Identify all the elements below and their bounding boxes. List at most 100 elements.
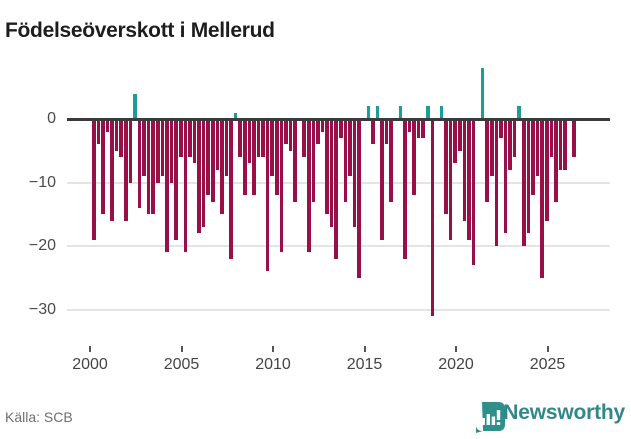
negative-bar — [275, 117, 279, 196]
negative-bar — [416, 117, 421, 139]
negative-bar — [357, 117, 361, 278]
negative-bar — [210, 117, 215, 202]
negative-bar — [412, 117, 416, 196]
negative-bar — [128, 117, 133, 183]
negative-bar — [206, 117, 210, 196]
negative-bar — [224, 117, 229, 177]
negative-bar — [526, 117, 531, 234]
positive-bar — [517, 106, 522, 121]
x-axis-tick-label: 2010 — [255, 356, 291, 373]
negative-bar — [105, 117, 110, 132]
x-axis-tick — [180, 346, 183, 352]
negative-bar — [430, 117, 435, 316]
negative-bar — [265, 117, 270, 272]
negative-bar — [458, 117, 462, 151]
negative-bar — [471, 117, 476, 266]
x-axis-tick — [89, 346, 91, 352]
negative-bar — [448, 117, 453, 240]
positive-bar — [425, 106, 430, 121]
x-axis-tick-label: 2005 — [163, 356, 200, 373]
page-title: Födelseöverskott i Mellerud — [5, 19, 275, 43]
negative-bar — [156, 117, 160, 183]
y-axis-tick-label: −30 — [28, 300, 56, 318]
negative-bar — [261, 117, 265, 158]
negative-bar — [151, 117, 156, 215]
newsworthy-wordmark: Newsworthy — [503, 401, 625, 424]
negative-bar — [453, 117, 458, 164]
x-axis-tick — [546, 346, 549, 352]
negative-bar — [247, 117, 252, 164]
negative-bar — [512, 117, 517, 158]
negative-bar — [554, 117, 558, 202]
negative-bar — [444, 117, 448, 215]
negative-bar — [178, 117, 183, 158]
negative-bar — [499, 117, 503, 139]
negative-bar — [165, 117, 169, 253]
positive-bar — [375, 106, 380, 121]
negative-bar — [407, 117, 412, 132]
negative-bar — [352, 117, 357, 227]
negative-bar — [485, 117, 490, 202]
negative-bar — [544, 117, 549, 221]
negative-bar — [320, 117, 325, 132]
negative-bar — [403, 117, 407, 259]
positive-bar — [133, 93, 137, 121]
negative-bar — [92, 117, 96, 240]
negative-bar — [540, 117, 544, 278]
negative-bar — [307, 117, 311, 253]
negative-bar — [503, 117, 508, 234]
negative-bar — [110, 117, 114, 221]
negative-bar — [494, 117, 499, 246]
negative-bar — [137, 117, 142, 208]
y-axis-tick-label: −20 — [28, 237, 56, 254]
x-axis-tick-label: 2020 — [438, 356, 474, 373]
negative-bar — [316, 117, 320, 145]
negative-bar — [284, 117, 288, 145]
negative-bar — [124, 117, 128, 221]
negative-bar — [256, 117, 261, 158]
negative-bar — [252, 117, 256, 196]
negative-bar — [293, 117, 297, 202]
negative-bar — [531, 117, 535, 196]
negative-bar — [462, 117, 467, 221]
negative-bar — [348, 117, 352, 177]
negative-bar — [558, 117, 563, 170]
newsworthy-chart-bubble-icon — [476, 402, 505, 433]
positive-bar — [398, 106, 403, 121]
positive-bar — [480, 68, 485, 121]
gridline — [67, 181, 610, 184]
negative-bar — [229, 117, 233, 259]
negative-bar — [197, 117, 201, 234]
negative-bar — [279, 117, 284, 253]
x-axis-tick-label: 2015 — [346, 356, 383, 373]
positive-bar — [233, 112, 238, 121]
negative-bar — [325, 117, 329, 215]
negative-bar — [329, 117, 334, 227]
negative-bar — [160, 117, 165, 177]
negative-bar — [572, 117, 576, 158]
y-axis-tick-label: 0 — [47, 110, 56, 127]
negative-bar — [288, 117, 293, 151]
negative-bar — [334, 117, 339, 259]
negative-bar — [183, 117, 188, 253]
negative-bar — [119, 117, 124, 158]
chart-footer: Källa: SCB Newsworthy — [0, 395, 631, 439]
negative-bar — [467, 117, 471, 240]
negative-bar — [96, 117, 101, 145]
negative-bar — [174, 117, 178, 240]
negative-bar — [142, 117, 146, 177]
zero-axis-line — [67, 117, 610, 121]
positive-bar — [366, 106, 371, 121]
negative-bar — [270, 117, 275, 177]
negative-bar — [201, 117, 206, 227]
negative-bar — [114, 117, 119, 151]
negative-bar — [563, 117, 567, 170]
positive-bar — [439, 106, 444, 121]
negative-bar — [188, 117, 192, 158]
negative-bar — [311, 117, 316, 202]
negative-bar — [238, 117, 242, 158]
negative-bar — [508, 117, 512, 170]
negative-bar — [389, 117, 393, 202]
x-axis-tick — [363, 346, 366, 352]
negative-bar — [302, 117, 307, 158]
